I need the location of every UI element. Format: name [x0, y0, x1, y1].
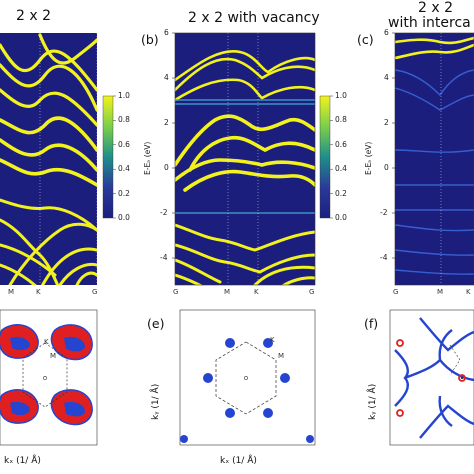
- panel-f-label: (f): [364, 316, 379, 331]
- panel-b-xtick: G: [309, 288, 315, 296]
- panel-c-ytick: 2: [384, 118, 389, 127]
- panel-c-ytick: 0: [384, 163, 389, 172]
- panel-d-label-m: M: [50, 352, 57, 360]
- panel-c-band-plot: [394, 32, 474, 286]
- panel-f-contours: [394, 317, 474, 439]
- panel-e-pockets: [180, 338, 314, 443]
- colorbar-left-tick: 0.8: [118, 115, 130, 124]
- colorbar-right-tick: 0.6: [335, 140, 347, 149]
- panel-b-ytick: 0: [164, 163, 169, 172]
- panel-c-title-line1: 2 x 2: [418, 0, 453, 16]
- panel-a-bands-middle: [0, 116, 97, 187]
- panel-c-title-line2: with interca: [388, 15, 471, 31]
- panel-f-red-pockets: [396, 339, 466, 417]
- panel-b-bands-upper: [175, 50, 315, 102]
- colorbar-right-tick: 0.4: [335, 164, 347, 173]
- panel-c-bands-faint: [395, 69, 474, 275]
- panel-c-xtick: G: [393, 288, 399, 296]
- colorbar-left-tick: 0.2: [118, 189, 130, 198]
- panel-d-label-k: K: [44, 338, 49, 346]
- colorbar-right-tick: 0.8: [335, 115, 347, 124]
- colorbar-left: [102, 95, 116, 219]
- panel-e-ylabel: kᵧ (1/ Å): [151, 383, 161, 420]
- panel-a-band-plot: [0, 33, 98, 285]
- panel-b-flat-bands: [175, 99, 315, 214]
- colorbar-left-tick: 0.0: [118, 213, 130, 222]
- panel-b-bands-lower: [175, 223, 315, 285]
- panel-e-label-m: M: [278, 352, 285, 360]
- panel-b-ytick: -2: [160, 208, 168, 217]
- panel-a-xtick-m: M: [8, 288, 15, 296]
- panel-b-ytick: 4: [164, 73, 169, 82]
- panel-a-xtick-k: K: [36, 288, 41, 296]
- panel-e-label-k: K: [270, 336, 275, 344]
- panel-b-xtick: M: [224, 288, 231, 296]
- colorbar-right-tick: 0.0: [335, 213, 347, 222]
- colorbar-right: [319, 95, 333, 219]
- panel-e-fermi-surface: [179, 309, 316, 446]
- panel-a-xtick-g: G: [92, 288, 98, 296]
- panel-e-xlabel: kₓ (1/ Å): [220, 456, 257, 466]
- panel-b-band-plot: [174, 32, 316, 286]
- panel-b-xtick: G: [173, 288, 179, 296]
- panel-c-label: (c): [357, 32, 374, 47]
- panel-d-xlabel: kₓ (1/ Å): [4, 456, 41, 466]
- panel-b-ytick: 6: [164, 28, 169, 37]
- colorbar-left-tick: 1.0: [118, 91, 130, 100]
- panel-c-ytick: -4: [380, 253, 388, 262]
- colorbar-right-tick: 0.2: [335, 189, 347, 198]
- panel-f-fermi-surface: [389, 309, 474, 446]
- panel-b-ytick: 2: [164, 118, 169, 127]
- panel-c-ytick: -2: [380, 208, 388, 217]
- panel-f-ylabel: kᵧ (1/ Å): [368, 383, 378, 420]
- panel-b-title: 2 x 2 with vacancy: [188, 10, 320, 26]
- panel-b-bands-middle: [175, 114, 315, 192]
- panel-b-label: (b): [141, 32, 159, 47]
- panel-e-label: (e): [147, 316, 165, 331]
- panel-b-xtick: K: [254, 288, 259, 296]
- panel-b-ylabel: E-Eₔ (eV): [143, 141, 152, 175]
- panel-c-ytick: 4: [384, 73, 389, 82]
- panel-c-bands-upper: [395, 36, 474, 60]
- colorbar-left-tick: 0.4: [118, 164, 130, 173]
- axis-ticks: [172, 32, 395, 259]
- panel-d-fermi-surface: [0, 309, 98, 446]
- panel-c-ylabel: E-Eₔ (eV): [364, 141, 373, 175]
- colorbar-left-tick: 0.6: [118, 140, 130, 149]
- panel-c-xtick: M: [437, 288, 444, 296]
- panel-b-ytick: -4: [160, 253, 168, 262]
- panel-a-title: 2 x 2: [16, 8, 51, 24]
- panel-c-ytick: 6: [384, 28, 389, 37]
- colorbar-right-tick: 1.0: [335, 91, 347, 100]
- panel-c-xtick: K: [466, 288, 471, 296]
- panel-a-bands-lower: [0, 198, 97, 285]
- panel-d-pockets: [0, 324, 93, 426]
